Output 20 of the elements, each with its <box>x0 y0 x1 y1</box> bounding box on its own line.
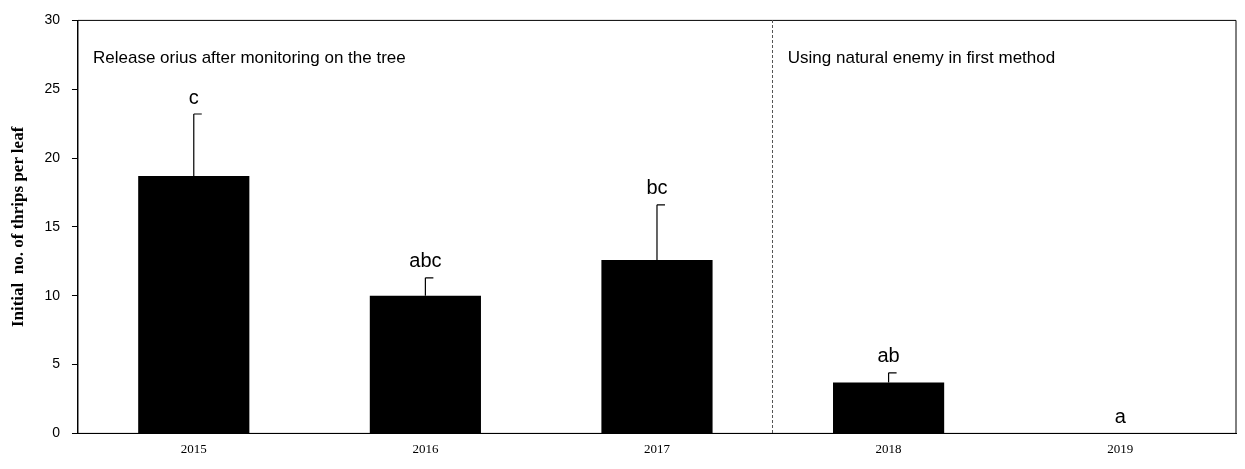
y-tick-label: 5 <box>52 355 61 372</box>
x-tick-label: 2017 <box>643 440 671 456</box>
x-tick-label: 2016 <box>412 440 439 456</box>
y-tick-label: 15 <box>44 217 61 234</box>
y-tick-label: 25 <box>44 80 61 97</box>
annotation: Release orius after monitoring on the tree <box>92 48 406 68</box>
x-tick-label: 2019 <box>1107 440 1134 456</box>
annotation: abc <box>409 249 442 272</box>
annotation: a <box>1114 404 1127 427</box>
x-tick-label: 2015 <box>180 440 207 456</box>
y-axis-title: Initial no. of thrips per leaf <box>7 126 27 328</box>
x-tick-label: 2018 <box>875 440 902 456</box>
y-tick-label: 0 <box>52 424 61 441</box>
annotation: ab <box>877 344 900 367</box>
annotation: bc <box>646 176 668 199</box>
y-tick-label: 30 <box>44 11 61 28</box>
annotation: Using natural enemy in first method <box>787 48 1056 68</box>
y-tick-label: 20 <box>44 148 61 165</box>
y-tick-label: 10 <box>44 286 61 303</box>
annotation: c <box>188 85 199 108</box>
